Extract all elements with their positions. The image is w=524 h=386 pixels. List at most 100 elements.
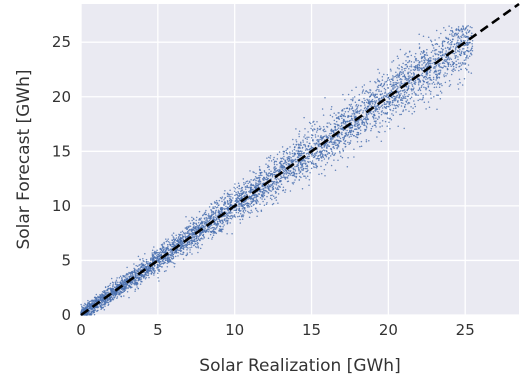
scatter-point <box>174 242 176 244</box>
scatter-point <box>390 90 392 92</box>
scatter-point <box>284 177 286 179</box>
scatter-point <box>274 160 276 162</box>
scatter-point <box>442 62 444 64</box>
scatter-point <box>338 127 340 129</box>
scatter-point <box>443 65 445 67</box>
scatter-point <box>388 103 390 105</box>
scatter-point <box>462 84 464 86</box>
scatter-point <box>242 211 244 213</box>
scatter-point <box>222 196 224 198</box>
scatter-point <box>375 82 377 84</box>
scatter-point <box>87 313 89 315</box>
scatter-point <box>321 157 323 159</box>
scatter-point <box>163 243 165 245</box>
scatter-point <box>165 259 167 261</box>
scatter-point <box>314 124 316 126</box>
scatter-point <box>298 153 300 155</box>
scatter-point <box>409 50 411 52</box>
scatter-point <box>204 218 206 220</box>
scatter-point <box>396 85 398 87</box>
scatter-point <box>139 264 141 266</box>
scatter-point <box>364 108 366 110</box>
scatter-point <box>418 68 420 70</box>
scatter-point <box>117 284 119 286</box>
scatter-point <box>205 212 207 214</box>
scatter-point <box>440 91 442 93</box>
scatter-point <box>359 99 361 101</box>
scatter-point <box>363 89 365 91</box>
scatter-point <box>368 101 370 103</box>
scatter-point <box>361 101 363 103</box>
scatter-point <box>88 303 90 305</box>
scatter-point <box>293 143 295 145</box>
scatter-point <box>270 171 272 173</box>
scatter-point <box>399 94 401 96</box>
scatter-point <box>391 91 393 93</box>
scatter-point <box>338 112 340 114</box>
scatter-point <box>444 76 446 78</box>
scatter-point <box>297 150 299 152</box>
scatter-point <box>434 67 436 69</box>
scatter-point <box>173 237 175 239</box>
scatter-point <box>455 48 457 50</box>
scatter-point <box>237 187 239 189</box>
scatter-point <box>276 164 278 166</box>
scatter-point <box>312 162 314 164</box>
scatter-point <box>411 90 413 92</box>
scatter-point <box>153 252 155 254</box>
scatter-point <box>178 241 180 243</box>
scatter-point <box>195 223 197 225</box>
scatter-point <box>200 248 202 250</box>
scatter-point <box>432 55 434 57</box>
scatter-point <box>352 119 354 121</box>
scatter-point <box>167 266 169 268</box>
scatter-point <box>197 244 199 246</box>
scatter-point <box>158 255 160 257</box>
scatter-point <box>466 69 468 71</box>
scatter-point <box>218 205 220 207</box>
scatter-point <box>444 62 446 64</box>
scatter-point <box>432 50 434 52</box>
scatter-point <box>425 54 427 56</box>
scatter-point <box>397 105 399 107</box>
scatter-point <box>167 248 169 250</box>
scatter-point <box>216 219 218 221</box>
scatter-point <box>360 130 362 132</box>
scatter-point <box>286 164 288 166</box>
scatter-point <box>364 129 366 131</box>
scatter-point <box>349 116 351 118</box>
scatter-point <box>402 100 404 102</box>
scatter-point <box>258 184 260 186</box>
scatter-point <box>386 106 388 108</box>
scatter-point <box>413 81 415 83</box>
scatter-point <box>292 150 294 152</box>
scatter-point <box>433 58 435 60</box>
scatter-point <box>354 125 356 127</box>
scatter-point <box>250 188 252 190</box>
scatter-point <box>258 193 260 195</box>
scatter-point <box>255 173 257 175</box>
scatter-point <box>357 106 359 108</box>
scatter-point <box>344 146 346 148</box>
scatter-point <box>224 220 226 222</box>
scatter-point <box>332 142 334 144</box>
scatter-point <box>362 112 364 114</box>
scatter-point <box>462 62 464 64</box>
scatter-point <box>188 220 190 222</box>
scatter-point <box>454 58 456 60</box>
scatter-point <box>355 123 357 125</box>
scatter-point <box>227 221 229 223</box>
scatter-point <box>343 121 345 123</box>
scatter-point <box>102 307 104 309</box>
scatter-point <box>305 138 307 140</box>
scatter-point <box>108 299 110 301</box>
scatter-point <box>186 226 188 228</box>
scatter-point <box>268 192 270 194</box>
scatter-point <box>266 157 268 159</box>
scatter-point <box>137 283 139 285</box>
scatter-point <box>467 47 469 49</box>
scatter-point <box>305 168 307 170</box>
scatter-point <box>134 290 136 292</box>
scatter-point <box>448 49 450 51</box>
scatter-point <box>316 152 318 154</box>
